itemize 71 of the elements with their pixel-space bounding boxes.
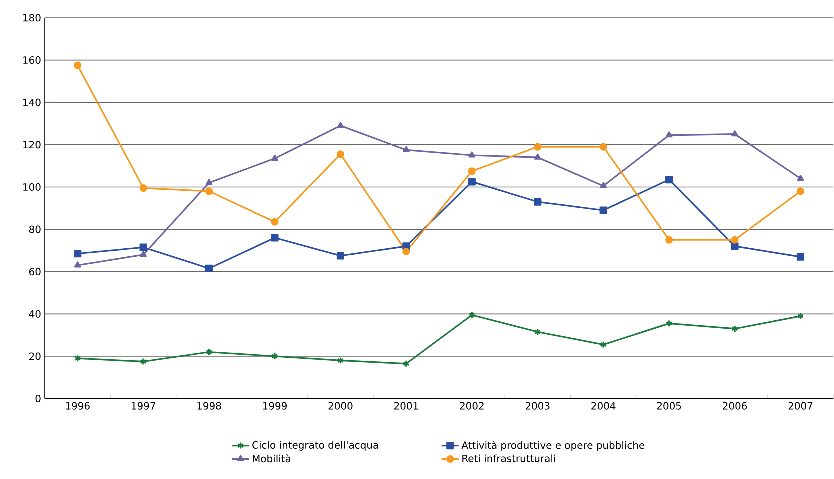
point xyxy=(74,262,82,268)
point xyxy=(534,328,542,336)
point xyxy=(534,143,542,151)
point xyxy=(600,341,607,349)
point xyxy=(140,358,147,366)
x-tick-label: 1996 xyxy=(66,402,90,410)
point xyxy=(600,182,607,189)
point xyxy=(336,150,345,158)
point xyxy=(74,62,82,70)
point xyxy=(206,348,213,356)
point xyxy=(666,176,674,184)
point xyxy=(534,154,542,160)
x-tick-label: 1997 xyxy=(132,402,156,410)
point xyxy=(337,122,344,128)
y-tick-label: 140 xyxy=(24,98,41,106)
x-tick-label: 2004 xyxy=(592,402,616,410)
point xyxy=(468,152,476,158)
point xyxy=(796,188,805,196)
x-tick-label: 2006 xyxy=(723,402,748,410)
point xyxy=(140,244,148,252)
point xyxy=(468,312,476,320)
x-tick-label: 2003 xyxy=(526,402,550,410)
y-tick-label: 80 xyxy=(29,226,41,234)
point xyxy=(206,179,213,186)
x-tick-label: 2007 xyxy=(788,402,813,410)
point xyxy=(666,236,674,244)
x-tick-label: 1999 xyxy=(263,402,287,410)
legend-label: Attività produttive e opere pubbliche xyxy=(462,441,645,452)
x-tick-label: 2002 xyxy=(460,402,484,410)
point xyxy=(600,206,608,214)
point xyxy=(732,130,738,137)
point xyxy=(468,178,476,186)
point xyxy=(797,175,804,182)
y-tick-label: 60 xyxy=(30,268,41,276)
point xyxy=(403,360,410,368)
point xyxy=(731,236,739,244)
legend-label: Ciclo integrato dell'acqua xyxy=(252,441,378,452)
point xyxy=(74,250,82,258)
point xyxy=(140,184,148,192)
legend-label: Mobilità xyxy=(253,454,290,463)
legend-label: Reti infrastrutturali xyxy=(462,454,556,463)
point xyxy=(402,248,410,256)
point xyxy=(468,168,476,176)
y-tick-label: 0 xyxy=(36,395,41,403)
point xyxy=(666,132,673,138)
point xyxy=(534,198,542,206)
point xyxy=(796,253,805,261)
point xyxy=(205,188,214,196)
point xyxy=(140,251,147,258)
point xyxy=(271,218,279,226)
y-tick-label: 20 xyxy=(30,352,41,360)
y-tick-label: 120 xyxy=(24,141,41,149)
x-tick-label: 2000 xyxy=(328,402,353,410)
point xyxy=(403,146,410,153)
point xyxy=(732,325,738,333)
point xyxy=(272,155,278,162)
x-tick-label: 2005 xyxy=(657,402,682,410)
point xyxy=(337,357,344,365)
x-tick-label: 1998 xyxy=(198,402,222,410)
point xyxy=(731,242,739,250)
point xyxy=(666,320,673,328)
point xyxy=(600,143,608,151)
point xyxy=(271,234,279,242)
y-tick-label: 40 xyxy=(29,310,41,318)
point xyxy=(205,265,214,273)
y-tick-label: 180 xyxy=(24,14,41,22)
point xyxy=(272,352,278,360)
y-tick-label: 100 xyxy=(24,184,41,192)
y-tick-label: 160 xyxy=(24,56,41,64)
x-tick-label: 2001 xyxy=(394,402,418,410)
point xyxy=(336,252,345,260)
